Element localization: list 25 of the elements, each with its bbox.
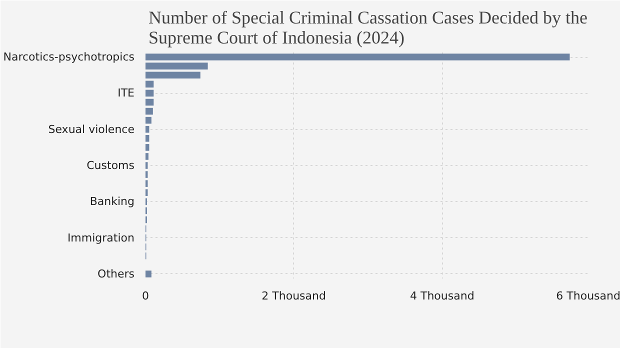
bar [146, 153, 148, 160]
y-tick-label: Narcotics-psychotropics [3, 50, 135, 64]
bar [146, 62, 208, 70]
bar [146, 98, 154, 106]
bar [146, 72, 200, 78]
y-tick-label: Sexual violence [48, 122, 135, 136]
bar [146, 80, 154, 88]
y-tick-label: Others [98, 267, 135, 280]
x-tick-label: 6 Thousand [556, 290, 620, 302]
x-tick-label: 4 Thousand [410, 290, 474, 302]
bar [146, 108, 153, 115]
bar [146, 270, 152, 278]
bar [146, 126, 150, 133]
x-tick-label: 2 Thousand [262, 290, 326, 302]
bar [146, 134, 150, 142]
bar [146, 144, 150, 151]
chart-title: Number of Special Criminal Cassation Cases Decided by the Supreme Court of Indonesia (2024) [148, 8, 588, 48]
bar [146, 116, 152, 124]
y-tick-label: Customs [86, 159, 135, 172]
y-tick-label: Banking [90, 195, 134, 208]
bar [146, 54, 570, 60]
y-tick-label: ITE [118, 86, 135, 100]
x-tick-label: 0 [142, 290, 149, 302]
y-tick-label: Immigration [67, 231, 135, 244]
bar [146, 90, 154, 97]
